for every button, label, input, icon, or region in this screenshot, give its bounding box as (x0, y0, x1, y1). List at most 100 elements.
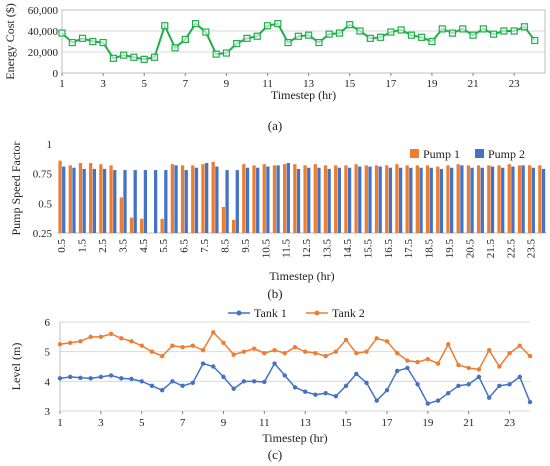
tank-1-marker (88, 376, 93, 381)
x-tick-label-b: 6.5 (179, 239, 191, 253)
tank-2-marker (149, 349, 155, 354)
energy-cost-marker (315, 38, 323, 47)
x-tick-label-c: 21 (463, 417, 474, 429)
energy-cost-marker (397, 26, 405, 34)
x-tick-label-a: 21 (468, 78, 479, 90)
x-tick-label-a: 3 (100, 78, 106, 90)
panel-label-c: (c) (268, 447, 282, 462)
bar-pump-2 (347, 167, 352, 233)
bar-pump-2 (286, 162, 290, 233)
tank-2-marker (88, 334, 93, 340)
tank-1-marker (466, 382, 471, 387)
tank-2-marker (221, 340, 226, 345)
bar-pump-1 (436, 166, 440, 233)
tank-2-marker (384, 339, 390, 344)
legend-label-pump-1: Pump 1 (423, 147, 460, 161)
y-axis-label-a: Energy Cost ($) (3, 3, 17, 79)
bar-pump-2 (419, 167, 423, 233)
tank-2-marker (119, 336, 124, 341)
energy-cost-marker (438, 25, 446, 33)
energy-cost-marker (89, 37, 97, 46)
tank-2-marker (354, 350, 359, 356)
tank-1-marker (303, 389, 308, 394)
tank-2-marker (211, 330, 216, 335)
tank-1-marker (517, 374, 522, 380)
bar-pump-1 (354, 164, 358, 233)
x-tick-label-b: 2.5 (97, 239, 109, 253)
tank-2-marker (466, 365, 471, 371)
tank-1-marker (200, 361, 206, 366)
tank-2-marker (486, 347, 492, 353)
tank-2-marker (446, 342, 451, 347)
bar-pump-1 (160, 218, 164, 233)
bar-pump-1 (140, 218, 144, 233)
bar-pump-2 (225, 170, 229, 233)
energy-cost-marker (150, 53, 159, 61)
energy-cost-marker (448, 29, 457, 37)
tank-1-marker (231, 386, 236, 391)
x-tick-label-b: 21.5 (485, 238, 497, 258)
tank-2-marker (190, 343, 196, 348)
bar-pump-1 (415, 165, 419, 233)
tank-2-marker (517, 343, 522, 348)
bar-pump-2 (153, 170, 158, 233)
bar-pump-1 (303, 165, 307, 233)
tank-1-marker (333, 393, 339, 399)
x-tick-label-b: 7.5 (199, 239, 211, 253)
tank-1-marker (57, 376, 63, 381)
legend-label-tank-1: Tank 1 (254, 306, 287, 320)
bar-pump-1 (201, 164, 205, 233)
energy-cost-marker (520, 23, 529, 31)
bar-pump-2 (317, 167, 321, 233)
bar-pump-2 (143, 170, 148, 233)
x-tick-label-b: 12.5 (301, 239, 313, 259)
bar-pump-1 (170, 164, 174, 233)
x-tick-label-b: 1.5 (77, 239, 89, 253)
energy-cost-marker (181, 35, 189, 44)
x-tick-label-a: 11 (262, 78, 273, 90)
energy-cost-marker (335, 29, 344, 37)
tank-2-marker (292, 345, 298, 350)
tank-1-line (59, 362, 531, 405)
tank-2-marker (333, 349, 339, 354)
bar-pump-1 (109, 165, 113, 233)
y-tick-label-c: 5 (45, 347, 51, 359)
bar-pump-2 (327, 168, 331, 233)
x-tick-label-b: 5.5 (158, 239, 170, 253)
tank-2-marker (374, 336, 379, 341)
tank-1-marker (139, 379, 144, 384)
bar-pump-2 (398, 167, 403, 233)
x-tick-label-c: 11 (259, 417, 270, 429)
energy-cost-marker (510, 27, 518, 35)
bar-pump-2 (388, 167, 393, 233)
bar-pump-1 (252, 165, 256, 233)
energy-cost-marker (376, 33, 385, 41)
x-tick-label-b: 13.5 (322, 239, 334, 259)
x-tick-label-a: 23 (509, 78, 521, 90)
y-tick-label-c: 4 (45, 376, 51, 388)
tank-1-marker (129, 376, 134, 382)
legend-marker-tank-2 (314, 310, 320, 316)
y-tick-label-b: 0.75 (33, 169, 53, 181)
bar-pump-1 (476, 165, 481, 233)
tank-2-marker (456, 362, 461, 368)
tank-2-marker (262, 350, 267, 356)
energy-cost-marker (243, 34, 251, 42)
bar-pump-1 (231, 219, 236, 233)
tank-1-marker (415, 382, 420, 387)
bar-pump-2 (480, 167, 484, 233)
bar-pump-1 (283, 164, 287, 233)
tank-1-marker (68, 374, 73, 380)
x-tick-label-b: 10.5 (260, 239, 272, 259)
energy-cost-marker (366, 34, 374, 42)
tank-1-marker (170, 379, 175, 384)
energy-cost-marker (428, 37, 436, 46)
tank-2-marker (108, 331, 114, 337)
bar-pump-1 (507, 164, 511, 233)
y-tick-label-c: 6 (45, 317, 51, 329)
bar-pump-2 (72, 167, 76, 233)
energy-cost-marker (531, 36, 539, 45)
energy-cost-marker (407, 31, 416, 39)
x-tick-label-c: 15 (341, 417, 353, 429)
bar-pump-2 (490, 166, 495, 233)
